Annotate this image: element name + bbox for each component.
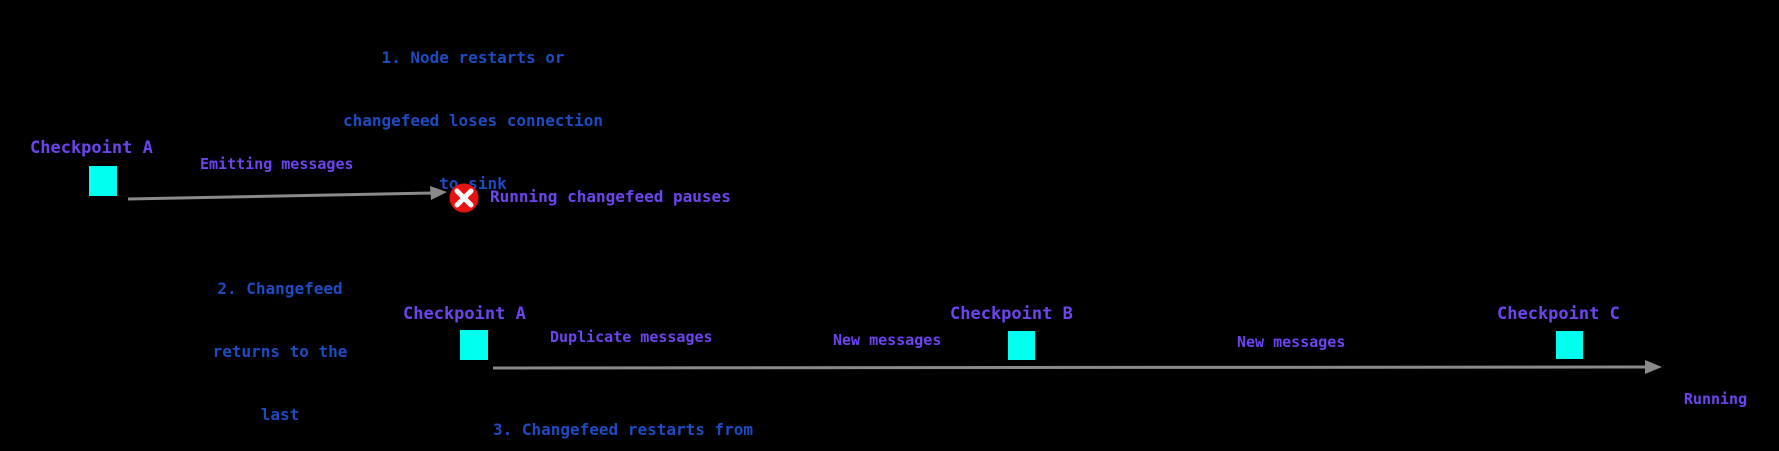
- checkpoint-b-label: Checkpoint B: [950, 304, 1073, 324]
- running-changefeed-pauses-label: Running changefeed pauses: [490, 187, 731, 206]
- annotation-step2-line2: returns to the: [212, 342, 348, 361]
- checkpoint-c-label: Checkpoint C: [1497, 304, 1620, 324]
- annotation-step2-line3: last: [260, 405, 300, 424]
- emitting-messages-label: Emitting messages: [200, 155, 354, 173]
- annotation-step1-line1: 1. Node restarts or: [381, 48, 565, 67]
- duplicate-messages-label: Duplicate messages: [550, 328, 713, 346]
- cancel-x-circle-icon: [449, 183, 479, 213]
- annotation-step3: 3. Changefeed restarts from last checkpo…: [470, 377, 776, 451]
- annotation-step2: 2. Changefeed returns to the last checkp…: [180, 236, 380, 451]
- annotation-step3-line1: 3. Changefeed restarts from: [492, 420, 754, 439]
- new-messages-label-2: New messages: [1237, 333, 1346, 351]
- annotation-step1: 1. Node restarts or changefeed loses con…: [327, 5, 619, 236]
- annotation-step2-line1: 2. Changefeed: [217, 279, 343, 298]
- emitting-arrow: [127, 186, 447, 201]
- resume-label-line1: Running: [1683, 390, 1748, 408]
- checkpoint-a-bottom-marker: [460, 330, 488, 360]
- running-changefeed-resumes-label: Running changefeed resumes: [1663, 344, 1768, 451]
- checkpoint-a-top-label: Checkpoint A: [30, 138, 153, 158]
- resume-arrow: [492, 360, 1662, 374]
- checkpoint-a-top-marker: [89, 166, 117, 196]
- new-messages-label-1: New messages: [833, 331, 942, 349]
- checkpoint-a-bottom-label: Checkpoint A: [403, 304, 526, 324]
- checkpoint-b-marker: [1008, 331, 1035, 360]
- checkpoint-c-marker: [1556, 331, 1583, 359]
- annotation-step1-line2: changefeed loses connection: [342, 111, 604, 130]
